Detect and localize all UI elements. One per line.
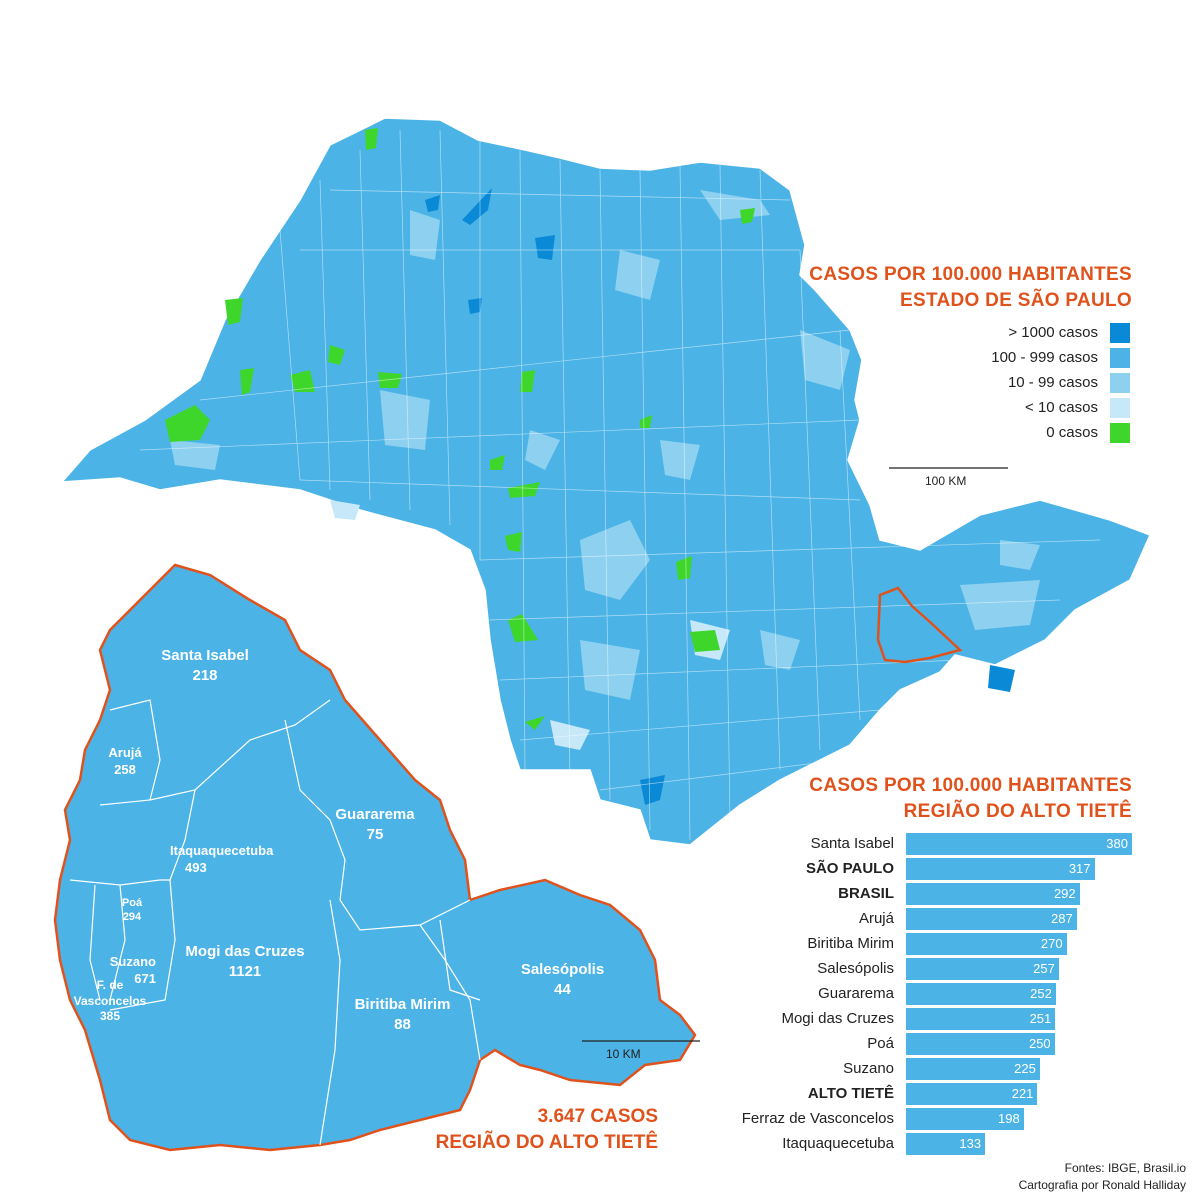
bar-row: Ferraz de Vasconcelos 198 (700, 1108, 1160, 1130)
bar: 251 (906, 1008, 1056, 1030)
label-mogi-das-cruzes: Mogi das Cruzes 1121 (185, 943, 305, 980)
bar-chart-title: CASOS POR 100.000 HABITANTES REGIÃO DO A… (809, 773, 1132, 825)
legend-label: 100 - 999 casos (991, 349, 1098, 366)
label-santa-isabel: Santa Isabel 218 (161, 647, 249, 684)
bar-row: Biritiba Mirim 270 (700, 933, 1160, 955)
alto-tiete-outline (876, 586, 963, 664)
legend-swatch (1110, 398, 1130, 418)
bar-value-label: 257 (1033, 961, 1055, 976)
region-total-cases: 3.647 CASOS REGIÃO DO ALTO TIETÊ (436, 1104, 658, 1156)
legend-label: > 1000 casos (1008, 324, 1098, 341)
region-scale-label: 10 KM (606, 1047, 641, 1061)
bar-value-label: 225 (1014, 1061, 1036, 1076)
total-line1: 3.647 CASOS (537, 1106, 658, 1127)
bar: 270 (906, 933, 1067, 955)
bar-row: SÃO PAULO 317 (700, 858, 1160, 880)
bar-row: Guararema 252 (700, 983, 1160, 1005)
bar-value-label: 317 (1068, 861, 1091, 876)
bar-value-label: 251 (1029, 1011, 1052, 1026)
bar: 292 (906, 883, 1080, 905)
region-internal-boundaries (69, 699, 481, 1146)
bar: 250 (906, 1033, 1055, 1055)
bar-chart-title-line1: CASOS POR 100.000 HABITANTES (809, 775, 1132, 796)
bar-value-label: 270 (1040, 936, 1063, 951)
sources-line2: Cartografia por Ronald Halliday (1018, 1178, 1186, 1192)
bar-value-label: 198 (998, 1111, 1020, 1126)
bar: 133 (906, 1133, 986, 1155)
zero-case-districts (165, 128, 755, 730)
legend-row: 100 - 999 casos (900, 347, 1150, 371)
state-legend-title-line1: CASOS POR 100.000 HABITANTES (809, 264, 1132, 285)
bar-value-label: 250 (1028, 1036, 1051, 1051)
bar-row: Mogi das Cruzes 251 (700, 1008, 1160, 1030)
bar: 257 (906, 958, 1059, 980)
bar-row: Itaquaquecetuba 133 (700, 1133, 1160, 1155)
label-poa: Poá 294 (121, 897, 143, 924)
legend-row: < 10 casos (900, 397, 1150, 421)
region-shape (53, 563, 697, 1152)
label-guararema: Guararema 75 (335, 806, 415, 843)
bar-value-label: 252 (1030, 986, 1052, 1001)
bar-category-label: Suzano (843, 1060, 894, 1077)
bar: 252 (906, 983, 1056, 1005)
legend-swatch (1110, 348, 1130, 368)
dark-districts (425, 188, 1015, 805)
state-legend-title: CASOS POR 100.000 HABITANTES ESTADO DE S… (809, 262, 1132, 314)
legend-swatch (1110, 323, 1130, 343)
legend-label: 10 - 99 casos (1007, 374, 1098, 391)
bar-category-label: Arujá (858, 910, 894, 927)
legend-row: 10 - 99 casos (900, 372, 1150, 396)
bar: 221 (906, 1083, 1038, 1105)
label-salesopolis: Salesópolis 44 (520, 961, 605, 998)
bar: 225 (906, 1058, 1040, 1080)
state-scale-label: 100 KM (925, 474, 967, 488)
legend-swatch (1110, 373, 1130, 393)
bar-category-label: Ferraz de Vasconcelos (741, 1110, 894, 1127)
bar-category-label: Santa Isabel (810, 835, 894, 852)
municipal-boundaries (139, 129, 1101, 841)
bar-row: ALTO TIETÊ 221 (700, 1083, 1160, 1105)
label-aruja: Arujá 258 (108, 745, 142, 777)
bar: 317 (906, 858, 1095, 880)
bar: 380 (906, 833, 1132, 855)
bar-value-label: 221 (1011, 1086, 1034, 1101)
bar-category-label: Biritiba Mirim (807, 935, 894, 952)
bar-category-label: Guararema (818, 985, 894, 1002)
bar-value-label: 292 (1053, 886, 1076, 901)
bar-category-label: Mogi das Cruzes (781, 1010, 894, 1027)
bar-chart-title-line2: REGIÃO DO ALTO TIETÊ (903, 801, 1132, 822)
bar: 198 (906, 1108, 1024, 1130)
bar-value-label: 287 (1050, 911, 1073, 926)
bar-row: Suzano 225 (700, 1058, 1160, 1080)
legend-row: > 1000 casos (900, 322, 1150, 346)
bar-value-label: 380 (1106, 836, 1128, 851)
label-biritiba-mirim: Biritiba Mirim 88 (354, 996, 451, 1033)
sources-line1: Fontes: IBGE, Brasil.io (1064, 1161, 1186, 1175)
label-itaquaquecetuba: Itaquaquecetuba 493 (170, 843, 274, 875)
bar-row: Salesópolis 257 (700, 958, 1160, 980)
bar-category-label: BRASIL (838, 885, 894, 902)
sources: Fontes: IBGE, Brasil.io Cartografia por … (1019, 1160, 1186, 1194)
legend-swatch (1110, 423, 1130, 443)
bar-row: Arujá 287 (700, 908, 1160, 930)
total-line2: REGIÃO DO ALTO TIETÊ (435, 1132, 658, 1153)
state-legend-title-line2: ESTADO DE SÃO PAULO (900, 290, 1132, 311)
bar-category-label: Poá (867, 1035, 894, 1052)
bar-row: Poá 250 (700, 1033, 1160, 1055)
legend-label: < 10 casos (1025, 399, 1098, 416)
bar-category-label: SÃO PAULO (805, 860, 894, 877)
legend-row: 0 casos (900, 422, 1150, 446)
bar: 287 (906, 908, 1077, 930)
bar-row: Santa Isabel 380 (700, 833, 1160, 855)
bar-category-label: Salesópolis (817, 960, 894, 977)
bar-row: BRASIL 292 (700, 883, 1160, 905)
bar-value-label: 133 (959, 1136, 982, 1151)
bar-category-label: Itaquaquecetuba (782, 1135, 894, 1152)
label-suzano: Suzano 671 (109, 954, 156, 986)
bar-category-label: ALTO TIETÊ (807, 1085, 894, 1102)
legend-label: 0 casos (1046, 424, 1098, 441)
label-ferraz-de-vasconcelos: F. de Vasconcelos 385 (73, 978, 147, 1024)
